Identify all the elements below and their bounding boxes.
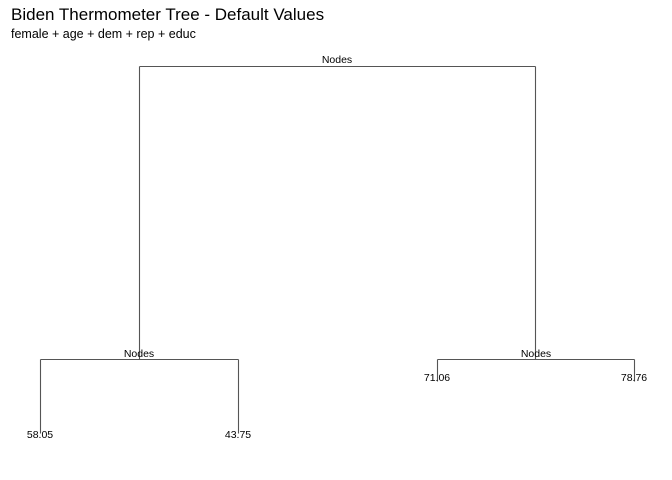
leaf-label-3: 71.06 (424, 372, 450, 384)
plot-subtitle: female + age + dem + rep + educ (11, 27, 196, 41)
root-node-label: Nodes (322, 54, 352, 66)
left-node-label: Nodes (124, 348, 154, 360)
leaf-label-2: 43.75 (225, 429, 251, 441)
leaf-label-4: 78.76 (621, 372, 647, 384)
right-node-label: Nodes (521, 348, 551, 360)
plot-title: Biden Thermometer Tree - Default Values (11, 5, 325, 24)
leaf-label-1: 58.05 (27, 429, 53, 441)
